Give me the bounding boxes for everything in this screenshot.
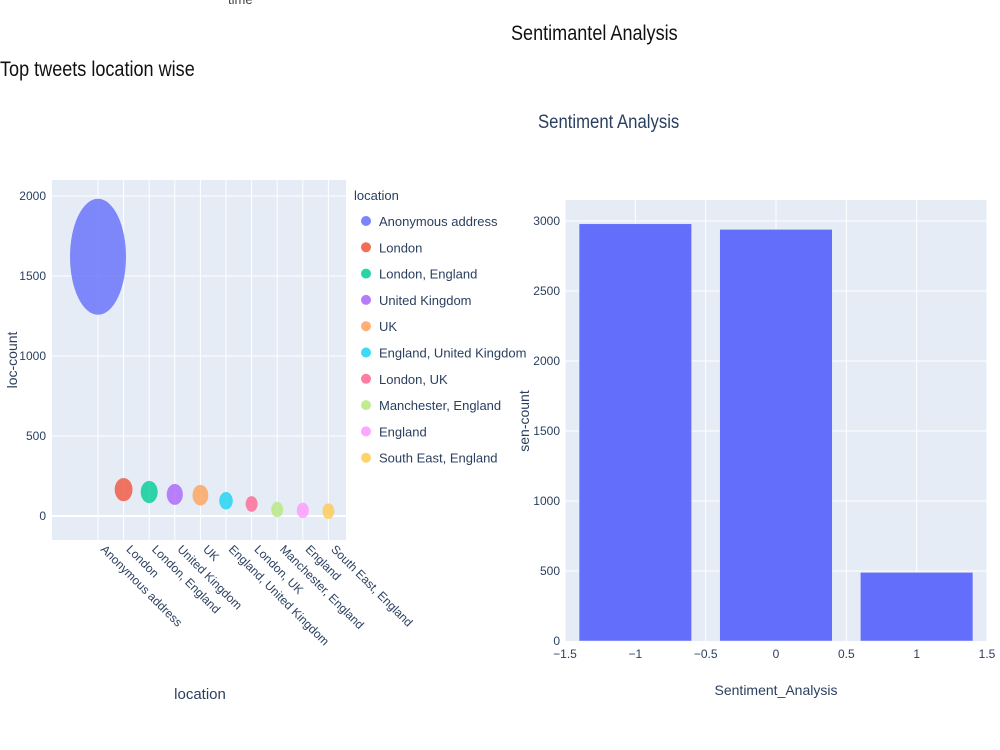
bar [860, 572, 974, 642]
bubble-point [271, 501, 284, 518]
legend-marker [361, 268, 371, 279]
legend-label: London, UK [379, 372, 448, 387]
legend-label: England, United Kingdom [379, 346, 526, 361]
bubble-chart-title: Top tweets location wise [0, 58, 195, 81]
bubble-point [166, 483, 183, 505]
legend-marker [361, 426, 371, 437]
y-tick-label: 2000 [19, 189, 46, 203]
x-tick-label: 1.5 [979, 647, 996, 661]
x-axis-title: location [174, 686, 226, 703]
bubble-point [114, 477, 133, 502]
legend-title: location [354, 188, 399, 203]
x-tick-label: −1 [628, 647, 642, 661]
y-tick-label: 1000 [19, 349, 46, 363]
x-tick-label: 0 [773, 647, 780, 661]
legend-marker [361, 294, 371, 305]
x-tick-label: −1.5 [553, 647, 577, 661]
legend-marker [361, 321, 371, 332]
y-tick-label: 2500 [533, 284, 560, 298]
bar [578, 223, 692, 642]
bubble-point [192, 484, 209, 506]
legend-marker [361, 400, 371, 411]
bubble-point [296, 502, 309, 519]
y-tick-label: 500 [26, 429, 46, 443]
y-tick-label: 1500 [19, 269, 46, 283]
bubble-point [219, 491, 233, 510]
bar [719, 229, 833, 642]
x-axis-title: Sentiment_Analysis [715, 682, 838, 698]
x-tick-label: 0.5 [838, 647, 855, 661]
page-title: Sentimantel Analysis [511, 22, 678, 45]
legend-marker [361, 242, 371, 253]
legend-marker [361, 216, 371, 226]
legend-marker [361, 452, 371, 463]
legend-label: South East, England [379, 451, 498, 466]
bubble-point [322, 503, 335, 519]
x-tick-label: 1 [913, 647, 920, 661]
legend-label: London [379, 240, 422, 255]
legend-marker [361, 373, 371, 384]
y-axis-title: loc-count [4, 331, 20, 388]
y-tick-label: 500 [540, 564, 560, 578]
cropped-caption: time [228, 0, 253, 7]
legend-label: Manchester, England [379, 398, 501, 413]
y-tick-label: 3000 [533, 214, 560, 228]
legend-label: Anonymous address [379, 214, 498, 229]
bubble-point [245, 496, 258, 512]
y-tick-label: 1500 [533, 424, 560, 438]
y-tick-label: 0 [39, 509, 46, 523]
legend-marker [361, 347, 371, 358]
bubble-point [140, 480, 158, 504]
legend-label: England [379, 424, 427, 439]
y-tick-label: 2000 [533, 354, 560, 368]
bubble-point [70, 198, 126, 315]
bar-chart-title: Sentiment Analysis [538, 112, 680, 133]
legend-label: UK [379, 319, 397, 334]
x-tick-label: −0.5 [694, 647, 718, 661]
y-tick-label: 0 [553, 634, 560, 648]
y-tick-label: 1000 [533, 494, 560, 508]
y-axis-title: sen-count [516, 390, 532, 452]
legend-label: United Kingdom [379, 293, 472, 308]
legend-label: London, England [379, 267, 477, 282]
